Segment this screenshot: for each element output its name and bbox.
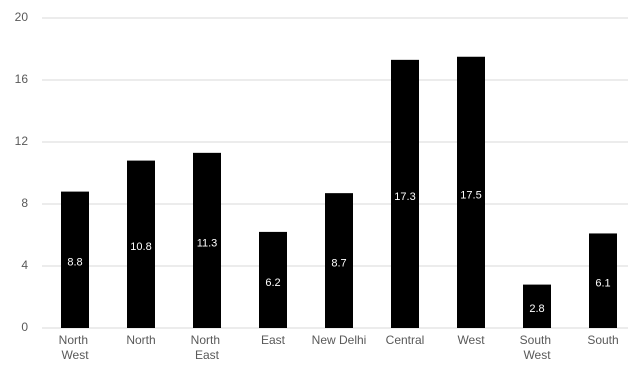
x-tick-label: New Delhi xyxy=(312,333,367,347)
bar xyxy=(61,191,89,328)
value-label: 6.1 xyxy=(595,278,610,290)
bar xyxy=(391,59,419,328)
x-tick-label: Central xyxy=(386,333,425,347)
value-label: 2.8 xyxy=(529,303,544,315)
x-tick-label: South West xyxy=(520,333,555,362)
y-tick-label: 16 xyxy=(15,72,29,86)
bar xyxy=(589,233,617,328)
value-label: 11.3 xyxy=(197,237,218,249)
value-label: 6.2 xyxy=(265,277,280,289)
x-tick-label: South xyxy=(587,333,618,347)
bar xyxy=(457,56,485,328)
x-tick-label: North West xyxy=(59,333,92,362)
x-tick-label: North xyxy=(126,333,155,347)
x-tick-label: North East xyxy=(191,333,224,362)
bar xyxy=(325,193,353,328)
y-tick-label: 20 xyxy=(15,10,29,24)
bar xyxy=(259,231,287,328)
bar xyxy=(127,160,155,328)
y-tick-label: 12 xyxy=(15,134,29,148)
value-label: 10.8 xyxy=(130,241,151,253)
bar xyxy=(193,152,221,328)
bar xyxy=(523,284,551,328)
value-label: 17.3 xyxy=(394,191,415,203)
y-tick-label: 8 xyxy=(21,196,28,210)
y-tick-label: 4 xyxy=(21,258,28,272)
y-tick-label: 0 xyxy=(21,320,28,334)
x-tick-label: East xyxy=(261,333,286,347)
value-label: 8.7 xyxy=(331,257,346,269)
x-tick-label: West xyxy=(457,333,485,347)
value-label: 17.5 xyxy=(460,189,481,201)
value-label: 8.8 xyxy=(67,257,82,269)
